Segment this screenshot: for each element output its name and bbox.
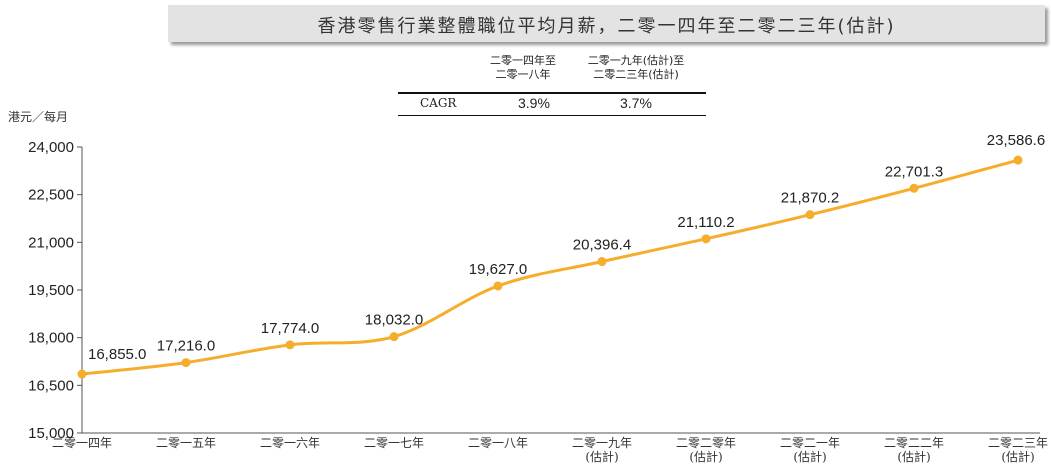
x-tick-label: 二零二零年(估計) — [676, 436, 736, 464]
cagr-col2-header: 二零一九年(估計)至 二零二三年(估計) — [574, 54, 698, 82]
cagr-header: 二零一四年至 二零一八年 二零一九年(估計)至 二零二三年(估計) — [398, 54, 706, 92]
title-bar: 香港零售行業整體職位平均月薪，二零一四年至二零二三年(估計) — [168, 5, 1045, 42]
x-tick-labels: 二零一四年 二零一五年 二零一六年 二零一七年 二零一八年 二零一九年(估計) 二零二零年(… — [52, 436, 1048, 464]
data-labels: 16,855.0 17,216.0 17,774.0 18,032.0 19,627.0… — [88, 132, 1045, 363]
cagr-row: CAGR 3.9% 3.7% — [398, 95, 706, 115]
data-point — [909, 183, 919, 193]
x-tick-label: 二零一四年 — [52, 436, 112, 450]
data-label: 17,216.0 — [157, 338, 215, 355]
data-point — [77, 369, 87, 379]
data-point — [805, 210, 815, 220]
x-tick-label: 二零二二年(估計) — [884, 436, 944, 464]
data-point — [389, 332, 399, 342]
series-line — [81, 158, 1019, 376]
y-tick-label: 16,500 — [28, 377, 74, 394]
cagr-col2-line2: 二零二三年(估計) — [593, 68, 679, 81]
cagr-value-2: 3.7% — [620, 95, 652, 111]
cagr-col1-line1: 二零一四年至 — [490, 54, 556, 67]
x-tick-label: 二零二三年(估計) — [988, 436, 1048, 464]
x-tick-label: 二零一八年 — [468, 436, 528, 450]
y-tick-label: 22,500 — [28, 187, 74, 204]
cagr-value-1: 3.9% — [518, 95, 550, 111]
y-tick-label: 21,000 — [28, 234, 74, 251]
cagr-col1-header: 二零一四年至 二零一八年 — [478, 54, 568, 82]
data-label: 20,396.4 — [573, 237, 631, 254]
data-label: 17,774.0 — [261, 320, 319, 337]
data-point — [493, 281, 503, 291]
x-tick-label: 二零一九年(估計) — [572, 436, 632, 464]
cagr-top-rule — [398, 92, 706, 94]
data-point — [285, 340, 295, 350]
chart-title: 香港零售行業整體職位平均月薪，二零一四年至二零二三年(估計) — [317, 16, 896, 37]
x-tick-label: 二零一七年 — [364, 436, 424, 450]
y-tick-label: 18,000 — [28, 330, 74, 347]
cagr-row-label: CAGR — [420, 96, 457, 110]
data-label: 21,870.2 — [781, 190, 839, 207]
data-point — [701, 234, 711, 244]
data-label: 22,701.3 — [885, 163, 943, 180]
data-label: 18,032.0 — [365, 312, 423, 329]
y-tick-label: 15,000 — [28, 425, 74, 442]
x-tick-label: 二零二一年(估計) — [780, 436, 840, 464]
chart-axes — [77, 146, 1040, 434]
cagr-table: 二零一四年至 二零一八年 二零一九年(估計)至 二零二三年(估計) CAGR 3… — [398, 54, 706, 116]
data-label: 23,586.6 — [987, 132, 1045, 149]
data-point — [181, 358, 191, 368]
y-tick-label: 24,000 — [28, 139, 74, 156]
x-tick-label: 二零一六年 — [260, 436, 320, 450]
y-tick-labels: 15,000 16,500 18,000 19,500 21,000 22,500 24,0… — [28, 139, 74, 442]
data-label: 16,855.0 — [88, 346, 146, 363]
data-point — [597, 257, 607, 267]
cagr-bottom-rule — [398, 115, 706, 116]
cagr-col2-line1: 二零一九年(估計)至 — [587, 54, 685, 67]
data-label: 21,110.2 — [677, 214, 734, 231]
data-points — [77, 155, 1023, 379]
data-label: 19,627.0 — [469, 261, 527, 278]
y-tick-label: 19,500 — [28, 282, 74, 299]
cagr-col1-line2: 二零一八年 — [495, 68, 551, 81]
data-point — [1013, 155, 1023, 165]
y-unit-label: 港元／每月 — [8, 110, 69, 124]
x-tick-label: 二零一五年 — [156, 436, 216, 450]
